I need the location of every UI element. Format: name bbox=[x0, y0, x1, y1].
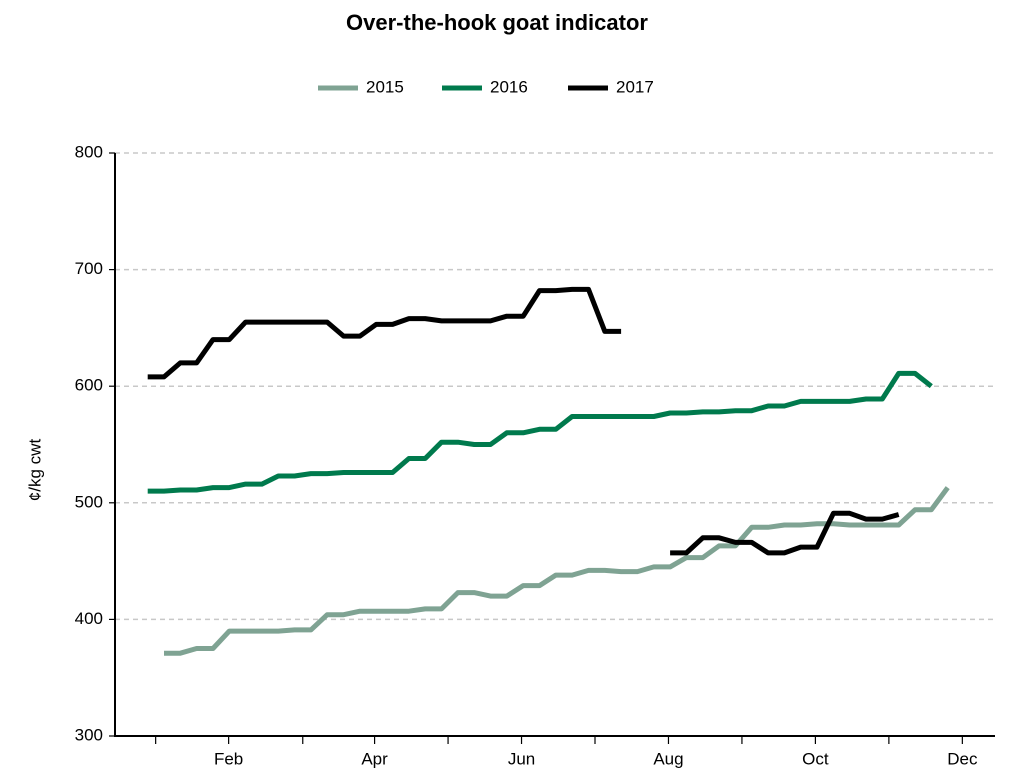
y-tick-label: 600 bbox=[75, 376, 103, 395]
y-tick-label: 400 bbox=[75, 609, 103, 628]
chart-title: Over-the-hook goat indicator bbox=[346, 10, 648, 35]
x-tick-label: Oct bbox=[802, 749, 829, 768]
series-line bbox=[164, 486, 950, 656]
legend-label: 2016 bbox=[490, 77, 528, 96]
x-tick-label: Aug bbox=[653, 749, 683, 768]
x-tick-label: Apr bbox=[361, 749, 388, 768]
series-line bbox=[147, 286, 900, 556]
y-tick-label: 800 bbox=[75, 142, 103, 161]
y-axis-label: ¢/kg cwt bbox=[25, 439, 44, 502]
series-line bbox=[147, 370, 933, 494]
y-tick-label: 700 bbox=[75, 259, 103, 278]
x-tick-label: Jun bbox=[508, 749, 535, 768]
x-tick-label: Dec bbox=[947, 749, 978, 768]
y-tick-label: 300 bbox=[75, 725, 103, 744]
y-tick-label: 500 bbox=[75, 492, 103, 511]
legend-label: 2017 bbox=[616, 77, 654, 96]
legend-label: 2015 bbox=[366, 77, 404, 96]
x-tick-label: Feb bbox=[214, 749, 243, 768]
